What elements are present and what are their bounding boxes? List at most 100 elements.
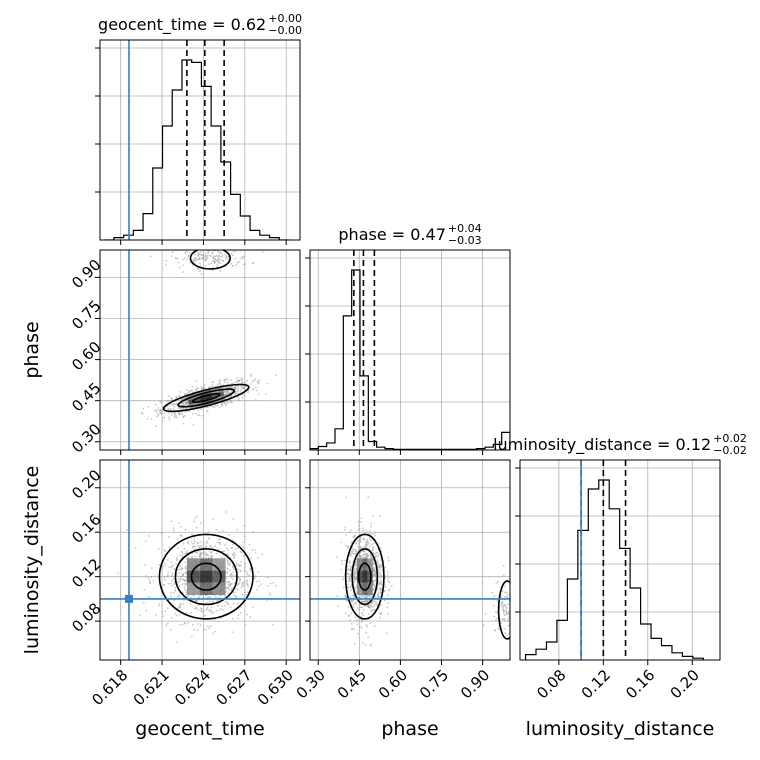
sample-point (149, 582, 152, 585)
panel-bg (310, 250, 510, 450)
sample-point (236, 528, 239, 531)
sample-point (516, 602, 518, 604)
sample-point (513, 633, 515, 635)
sample-point (360, 615, 362, 618)
sample-point (336, 595, 339, 598)
sample-point (176, 559, 178, 561)
sample-point (206, 257, 209, 259)
sample-point (253, 379, 256, 382)
sample-point (347, 545, 350, 547)
sample-point (230, 547, 233, 549)
sample-point (351, 600, 354, 603)
sample-point (182, 542, 185, 545)
sample-point (239, 385, 242, 387)
sample-point (201, 256, 204, 259)
sample-point (365, 623, 368, 626)
sample-point (235, 596, 238, 598)
sample-point (374, 570, 377, 573)
sample-point (174, 612, 177, 615)
sample-point (241, 257, 244, 260)
sample-point (366, 600, 369, 603)
sample-point (512, 629, 514, 631)
sample-point (244, 381, 247, 384)
sample-point (346, 565, 349, 568)
sample-point (370, 605, 373, 608)
x-tick-label: 0.624 (171, 666, 214, 709)
sample-point (184, 621, 186, 624)
sample-point (366, 625, 369, 628)
y-tick-label: 0.12 (68, 555, 104, 591)
sample-point (230, 573, 232, 576)
sample-point (361, 595, 364, 598)
sample-point (364, 543, 367, 546)
sample-point (207, 625, 209, 628)
sample-point (344, 528, 346, 531)
sample-point (170, 520, 173, 523)
sample-point (351, 550, 353, 553)
sample-point (202, 254, 205, 257)
sample-point (227, 580, 230, 583)
sample-point (356, 619, 359, 622)
panel-title-phase: phase = 0.47 +0.04−0.03 (338, 222, 481, 247)
sample-point (360, 517, 363, 520)
sample-point (374, 603, 377, 605)
sample-point (175, 640, 178, 643)
sample-point (160, 400, 163, 403)
sample-point (367, 496, 370, 498)
sample-point (177, 581, 180, 583)
sample-point (187, 391, 190, 394)
sample-point (190, 541, 193, 543)
sample-point (372, 566, 375, 569)
scatter-panel-geocent_time-phase (95, 249, 301, 455)
sample-point (349, 531, 352, 534)
sample-point (218, 255, 221, 258)
sample-point (516, 613, 518, 615)
sample-point (376, 555, 379, 558)
sample-point (229, 379, 232, 382)
sample-point (379, 591, 382, 594)
sample-point (242, 546, 245, 549)
sample-point (170, 397, 173, 400)
sample-point (244, 263, 246, 265)
sample-point (356, 540, 359, 543)
sample-point (227, 258, 230, 261)
sample-point (170, 414, 173, 417)
sample-point (193, 548, 196, 551)
sample-point (364, 529, 367, 532)
sample-point (359, 521, 362, 523)
sample-point (205, 264, 207, 267)
density-cell (199, 582, 213, 595)
sample-point (358, 554, 361, 557)
sample-point (204, 252, 207, 255)
sample-point (504, 627, 506, 630)
sample-point (244, 623, 247, 626)
density-layer (128, 250, 277, 427)
sample-point (224, 604, 227, 607)
sample-point (511, 613, 513, 615)
sample-point (342, 586, 345, 589)
sample-point (380, 575, 383, 578)
sample-point (384, 599, 386, 602)
sample-point (193, 520, 196, 523)
sample-point (349, 559, 351, 562)
contour-line (174, 548, 238, 606)
sample-point (352, 603, 355, 606)
sample-point (254, 386, 257, 389)
sample-point (178, 595, 181, 598)
sample-point (237, 614, 240, 617)
sample-point (497, 580, 499, 583)
sample-point (512, 629, 514, 631)
sample-point (257, 382, 260, 385)
sample-point (225, 391, 228, 394)
sample-point (246, 572, 249, 574)
sample-point (374, 556, 377, 559)
title-text: luminosity_distance = 0.12 (493, 435, 711, 455)
sample-point (173, 413, 176, 415)
sample-point (179, 605, 182, 607)
sample-point (363, 545, 366, 548)
sample-point (195, 380, 198, 383)
sample-point (372, 551, 375, 554)
sample-point (505, 611, 508, 614)
sample-point (144, 564, 146, 566)
sample-point (229, 401, 231, 404)
